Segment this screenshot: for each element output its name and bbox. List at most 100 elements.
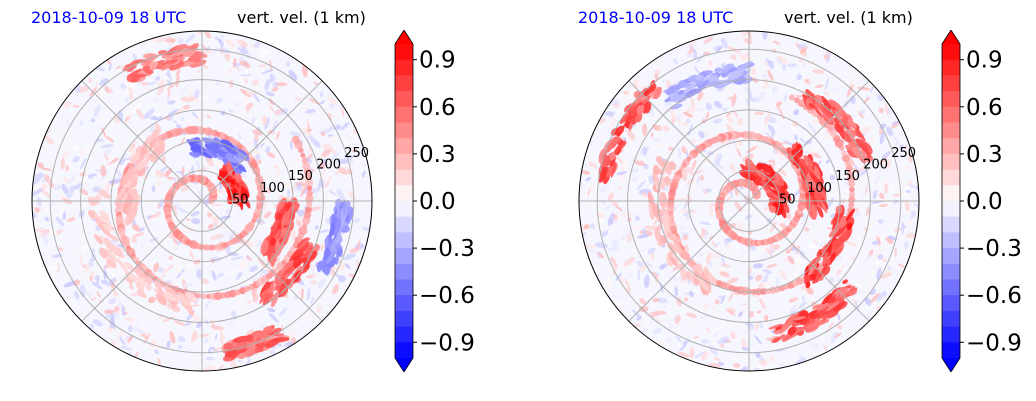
field-speckle <box>906 216 916 226</box>
colorbar-segment <box>395 75 413 92</box>
field-speckle <box>65 165 70 172</box>
field-speckle <box>198 93 208 103</box>
field-speckle <box>683 297 689 302</box>
velocity-feature-mark <box>254 342 265 347</box>
field-speckle <box>713 357 720 361</box>
velocity-feature-mark <box>279 278 290 293</box>
field-speckle <box>320 167 327 180</box>
field-speckle <box>729 162 736 173</box>
field-speckle <box>748 310 754 318</box>
field-speckle <box>161 268 167 274</box>
field-speckle <box>139 333 149 339</box>
field-speckle <box>153 262 160 273</box>
field-speckle <box>812 69 825 74</box>
velocity-feature-mark <box>136 289 147 299</box>
field-speckle <box>761 246 767 253</box>
field-speckle <box>275 342 279 353</box>
field-speckle <box>244 68 249 76</box>
velocity-feature-mark <box>219 170 230 184</box>
field-speckle <box>181 124 184 130</box>
field-speckle <box>769 355 775 362</box>
field-speckle <box>618 173 626 182</box>
field-speckle <box>225 320 237 326</box>
field-speckle <box>691 159 697 171</box>
field-speckle <box>806 287 814 295</box>
field-speckle <box>823 344 828 352</box>
field-speckle <box>879 272 893 279</box>
field-speckle <box>877 254 884 260</box>
field-speckle <box>873 248 881 261</box>
field-speckle <box>312 266 315 277</box>
field-speckle <box>835 256 842 263</box>
field-speckle <box>36 197 42 207</box>
field-speckle <box>752 263 764 269</box>
colorbar-extend-max <box>942 30 960 44</box>
field-speckle <box>320 243 325 252</box>
field-speckle <box>787 211 791 221</box>
velocity-feature-mark <box>129 73 147 78</box>
field-speckle <box>210 203 224 207</box>
field-speckle <box>702 303 710 310</box>
field-speckle <box>210 348 219 361</box>
field-speckle <box>785 248 792 254</box>
velocity-feature-mark <box>269 237 277 246</box>
field-speckle <box>776 102 783 106</box>
field-speckle <box>731 332 736 340</box>
field-speckle <box>760 82 767 86</box>
field-speckle <box>33 227 44 232</box>
field-speckle <box>191 165 195 176</box>
field-speckle <box>218 232 226 241</box>
chart-title-date: 2018-10-09 18 UTC <box>31 8 187 27</box>
field-speckle <box>734 35 742 42</box>
field-speckle <box>791 296 798 302</box>
field-speckle <box>829 174 836 181</box>
field-speckle <box>719 262 731 268</box>
colorbar-segment <box>942 263 960 280</box>
field-speckle <box>587 188 591 198</box>
field-speckle <box>103 149 112 156</box>
field-speckle <box>104 86 110 94</box>
field-speckle <box>763 113 771 126</box>
field-speckle <box>317 278 326 289</box>
field-speckle <box>783 140 794 147</box>
field-speckle <box>154 211 161 218</box>
field-speckle <box>251 116 256 125</box>
field-speckle <box>705 102 712 111</box>
field-speckle <box>874 232 883 240</box>
field-speckle <box>813 241 822 252</box>
field-speckle <box>362 226 372 232</box>
field-speckle <box>90 118 96 123</box>
radial-tick-label: 50 <box>232 192 249 207</box>
velocity-feature-mark <box>142 53 159 60</box>
field-speckle <box>685 312 697 318</box>
field-speckle <box>66 139 74 148</box>
field-speckle <box>173 320 186 326</box>
field-speckle <box>240 88 252 98</box>
field-speckle <box>82 182 90 186</box>
field-speckle <box>690 97 696 109</box>
field-speckle <box>142 42 148 47</box>
field-speckle <box>713 100 723 109</box>
spiral-band-mark <box>848 191 856 198</box>
field-speckle <box>175 74 180 88</box>
field-speckle <box>138 134 144 142</box>
colorbar-segment <box>942 326 960 343</box>
field-speckle <box>782 218 786 224</box>
field-speckle <box>306 287 311 301</box>
field-speckle <box>730 54 737 60</box>
field-speckle <box>108 63 112 72</box>
colorbar-segment <box>942 59 960 76</box>
field-speckle <box>613 285 621 294</box>
field-speckle <box>166 97 179 101</box>
field-speckle <box>903 186 909 192</box>
spiral-band-mark <box>841 150 847 156</box>
field-speckle <box>908 154 914 163</box>
field-speckle <box>642 123 648 136</box>
field-speckle <box>44 216 50 222</box>
spiral-band-mark <box>301 157 308 164</box>
field-speckle <box>694 169 704 175</box>
field-speckle <box>694 351 705 359</box>
field-speckle <box>667 146 674 152</box>
field-speckle <box>336 188 345 201</box>
field-speckle <box>708 203 714 217</box>
